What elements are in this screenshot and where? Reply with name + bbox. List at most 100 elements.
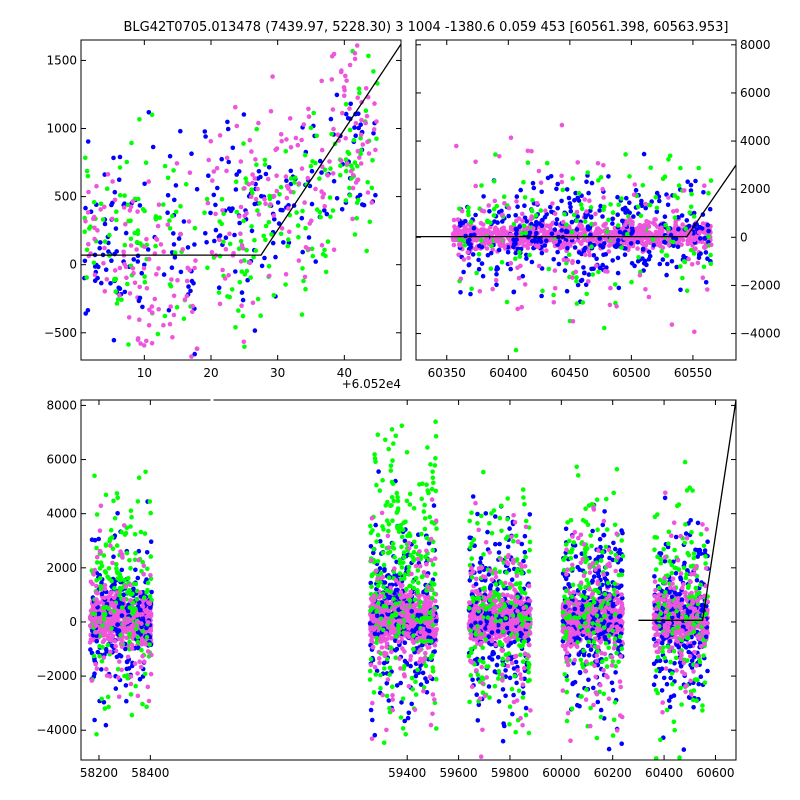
data-point-blue — [511, 289, 516, 295]
data-point-green — [101, 612, 107, 617]
data-point-green — [374, 635, 380, 641]
data-point-pink — [603, 221, 608, 227]
data-point-blue — [586, 272, 592, 277]
data-point-green — [615, 223, 621, 228]
data-point-green — [229, 287, 235, 292]
data-point-green — [173, 209, 179, 215]
data-point-pink — [220, 208, 225, 213]
data-point-pink — [693, 246, 698, 251]
data-point-green — [394, 394, 399, 399]
data-point-green — [640, 183, 646, 188]
data-point-pink — [319, 78, 325, 84]
data-point-pink — [125, 654, 131, 660]
data-point-green — [91, 200, 97, 205]
data-point-green — [124, 550, 130, 556]
data-point-green — [84, 168, 90, 174]
data-point-green — [288, 176, 294, 181]
data-point-green — [253, 248, 259, 253]
data-point-pink — [685, 239, 691, 244]
data-point-blue — [554, 221, 559, 226]
data-point-green — [147, 499, 153, 504]
data-point-pink — [390, 707, 396, 713]
y-tick-label: 6000 — [740, 86, 771, 100]
data-point-pink — [93, 615, 99, 620]
data-point-blue — [576, 250, 582, 255]
data-point-blue — [471, 225, 477, 231]
data-point-green — [338, 172, 343, 178]
data-point-blue — [334, 196, 340, 201]
data-point-green — [491, 206, 497, 212]
data-point-green — [527, 252, 532, 258]
data-point-blue — [142, 181, 147, 187]
data-point-blue — [549, 209, 554, 215]
zoom-points — [82, 40, 380, 359]
data-point-pink — [392, 628, 397, 633]
data-point-green — [262, 157, 268, 163]
data-point-green — [385, 657, 390, 662]
data-point-green — [432, 700, 438, 706]
data-point-blue — [377, 566, 383, 571]
data-point-green — [381, 562, 387, 568]
data-point-pink — [400, 613, 405, 618]
data-point-green — [466, 212, 471, 218]
data-point-pink — [94, 183, 99, 189]
data-point-pink — [672, 231, 678, 236]
data-point-green — [394, 490, 400, 496]
data-point-blue — [629, 231, 634, 236]
data-point-green — [261, 233, 267, 239]
data-point-pink — [502, 201, 507, 206]
data-point-green — [347, 193, 353, 198]
data-point-pink — [637, 273, 643, 278]
data-point-blue — [576, 198, 582, 203]
data-point-pink — [253, 157, 258, 162]
data-point-blue — [499, 208, 504, 214]
data-point-pink — [167, 321, 173, 327]
data-point-pink — [417, 549, 422, 554]
y-tick-label: 8000 — [740, 38, 771, 52]
data-point-blue — [119, 567, 125, 573]
data-point-pink — [525, 245, 531, 251]
data-point-green — [389, 615, 395, 620]
data-point-pink — [122, 261, 127, 267]
data-point-green — [107, 232, 112, 238]
data-point-green — [343, 168, 349, 174]
data-point-green — [135, 634, 140, 640]
data-point-blue — [402, 658, 408, 664]
data-point-pink — [165, 222, 171, 227]
data-point-green — [426, 638, 431, 644]
data-point-pink — [640, 241, 646, 246]
data-point-green — [318, 214, 323, 220]
data-point-pink — [630, 222, 635, 228]
data-point-green — [134, 597, 140, 602]
data-point-green — [139, 647, 144, 653]
data-point-blue — [382, 567, 387, 572]
data-point-green — [654, 205, 660, 211]
data-point-pink — [363, 86, 369, 91]
data-point-green — [148, 554, 154, 559]
data-point-blue — [514, 237, 519, 242]
data-point-green — [411, 633, 416, 638]
data-point-green — [114, 301, 120, 306]
data-point-green — [354, 216, 360, 221]
data-point-pink — [502, 244, 508, 249]
data-point-pink — [570, 275, 575, 280]
data-point-blue — [217, 233, 223, 238]
data-point-green — [461, 238, 466, 243]
data-point-green — [233, 325, 238, 330]
data-point-green — [530, 198, 535, 203]
data-point-blue — [123, 646, 128, 652]
data-point-pink — [120, 555, 125, 560]
data-point-green — [589, 244, 594, 249]
data-point-pink — [147, 307, 152, 313]
data-point-blue — [171, 242, 177, 247]
data-point-pink — [631, 192, 637, 198]
data-point-blue — [524, 219, 530, 224]
data-point-blue — [121, 592, 126, 597]
data-point-blue — [212, 238, 217, 244]
data-point-green — [356, 86, 362, 91]
data-point-green — [102, 616, 107, 622]
data-point-green — [263, 223, 269, 229]
data-point-green — [382, 666, 387, 671]
data-point-pink — [98, 207, 103, 212]
data-point-pink — [223, 246, 229, 252]
